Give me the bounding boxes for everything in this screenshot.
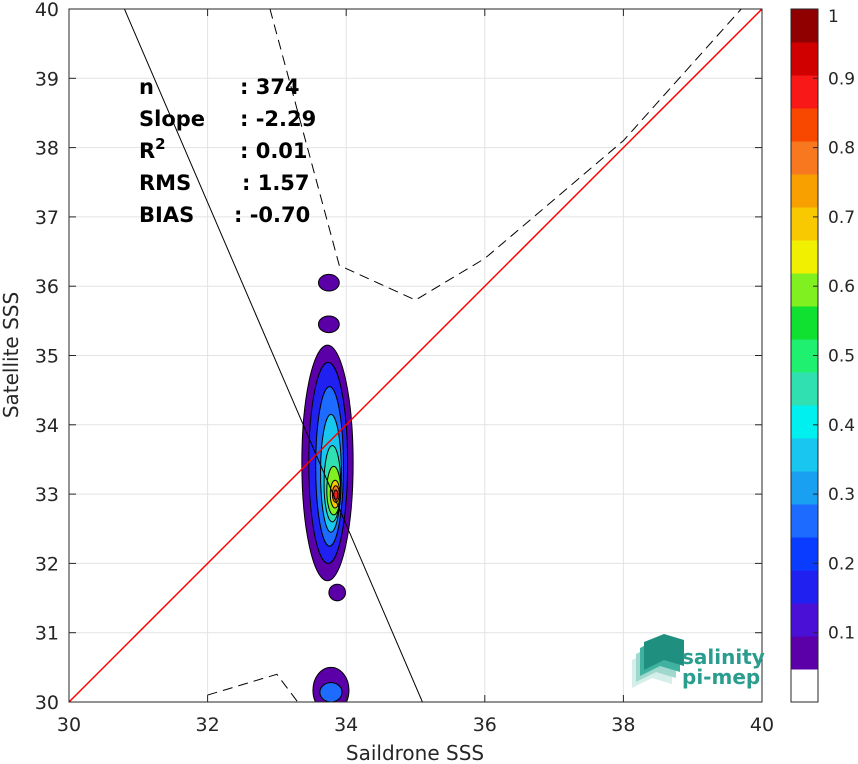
colorbar-tick-label: 0.4 — [828, 416, 855, 436]
colorbar-segment — [791, 372, 818, 406]
x-tick-label: 34 — [334, 714, 358, 736]
colorbar-segment — [791, 603, 818, 637]
y-tick-label: 32 — [35, 553, 59, 575]
grid — [68, 8, 763, 703]
colorbar-segment — [791, 636, 818, 670]
stat-value: : 0.01 — [240, 139, 308, 163]
density-contours — [301, 273, 354, 702]
stat-value: : -2.29 — [240, 107, 316, 131]
density-contour — [319, 682, 343, 702]
colorbar-segment — [791, 504, 818, 538]
colorbar-tick-label: 1 — [828, 7, 839, 27]
colorbar-segment — [791, 174, 818, 208]
colorbar-tick-label: 0.8 — [828, 139, 855, 159]
colorbar-segment — [791, 207, 818, 241]
colorbar-tick-label: 0.9 — [828, 69, 855, 89]
x-tick-label: 32 — [196, 714, 220, 736]
colorbar-segment — [791, 75, 818, 109]
colorbar-segment — [791, 240, 818, 274]
axis-ticks: 30 32 34 36 38 40 30 31 32 33 34 35 36 37 38 39 40 — [35, 0, 774, 736]
stat-label: RMS — [139, 171, 191, 195]
y-tick-label: 33 — [35, 484, 59, 506]
y-tick-label: 30 — [35, 692, 59, 714]
salinity-pi-mep-logo: salinity pi-mep — [632, 634, 765, 689]
y-axis-label: Satellite SSS — [0, 292, 23, 418]
stat-value: : -0.70 — [234, 203, 310, 227]
colorbar-tick-label: 0.5 — [828, 347, 855, 367]
colorbar-tick-label: 0.6 — [828, 277, 855, 297]
x-tick-label: 30 — [57, 714, 81, 736]
regression-line — [123, 9, 423, 702]
colorbar-segment — [791, 306, 818, 340]
colorbar-tick-label: 0.3 — [828, 485, 855, 505]
x-tick-label: 38 — [611, 714, 635, 736]
x-tick-label: 36 — [473, 714, 497, 736]
lower-envelope-line — [207, 673, 299, 702]
stat-label: Slope — [139, 107, 205, 131]
y-tick-label: 39 — [35, 68, 59, 90]
y-tick-label: 37 — [35, 207, 59, 229]
density-contour — [328, 583, 347, 602]
logo-text-pimep: pi-mep — [682, 665, 760, 689]
colorbar-segment — [791, 471, 818, 505]
density-contour — [317, 273, 340, 292]
colorbar-segment — [791, 9, 818, 43]
stat-label: n — [139, 75, 154, 99]
y-tick-label: 36 — [35, 276, 59, 298]
reference-lines — [69, 9, 762, 702]
colorbar: 0.1 0.2 0.3 0.4 0.5 0.6 0.7 0.8 0.9 1 — [790, 7, 855, 703]
identity-line — [69, 9, 762, 702]
density-contour — [317, 315, 340, 334]
colorbar-segment — [791, 42, 818, 76]
x-tick-label: 40 — [750, 714, 774, 736]
colorbar-segment — [791, 273, 818, 307]
colorbar-segment — [791, 537, 818, 571]
colorbar-tick-label: 0.2 — [828, 554, 855, 574]
logo-text-salinity: salinity — [682, 645, 765, 669]
y-tick-label: 34 — [35, 415, 59, 437]
colorbar-segment — [791, 405, 818, 439]
y-tick-label: 35 — [35, 346, 59, 368]
colorbar-tick-label: 0.1 — [828, 624, 855, 644]
colorbar-segment — [791, 669, 818, 703]
colorbar-segment — [791, 141, 818, 175]
y-tick-label: 31 — [35, 623, 59, 645]
stat-value: : 374 — [240, 75, 300, 99]
wave-logo-icon — [632, 634, 684, 688]
colorbar-segment — [791, 570, 818, 604]
x-axis-label: Saildrone SSS — [346, 741, 484, 764]
colorbar-tick-label: 0.7 — [828, 208, 855, 228]
y-tick-label: 40 — [35, 0, 59, 21]
stat-label: BIAS — [139, 203, 194, 227]
colorbar-segment — [791, 438, 818, 472]
colorbar-segment — [791, 108, 818, 142]
upper-envelope-line — [269, 9, 742, 301]
stat-value: : 1.57 — [242, 171, 310, 195]
y-tick-label: 38 — [35, 138, 59, 160]
